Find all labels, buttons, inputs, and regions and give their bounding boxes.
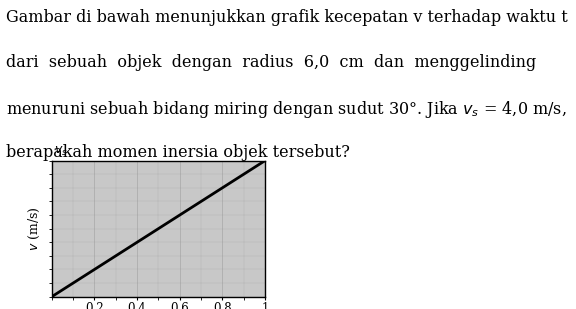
Y-axis label: $v$ (m/s): $v$ (m/s) (26, 206, 41, 251)
Text: Gambar di bawah menunjukkan grafik kecepatan v terhadap waktu t: Gambar di bawah menunjukkan grafik kecep… (6, 9, 567, 26)
Text: $v_s$: $v_s$ (54, 145, 68, 158)
Text: dari  sebuah  objek  dengan  radius  6,0  cm  dan  menggelinding: dari sebuah objek dengan radius 6,0 cm d… (6, 54, 536, 71)
Text: berapakah momen inersia objek tersebut?: berapakah momen inersia objek tersebut? (6, 144, 350, 161)
Text: menuruni sebuah bidang miring dengan sudut 30°. Jika $v_s$ = 4,0 m/s,: menuruni sebuah bidang miring dengan sud… (6, 99, 566, 120)
